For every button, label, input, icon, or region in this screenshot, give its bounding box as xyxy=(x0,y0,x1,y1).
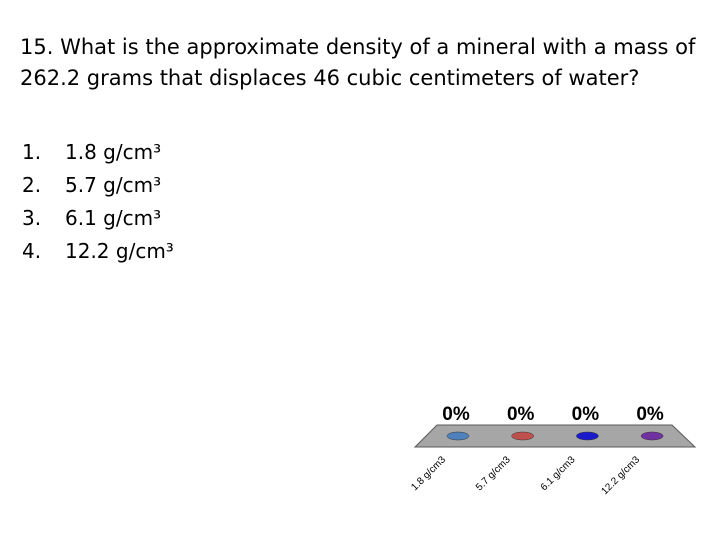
option-number: 4. xyxy=(22,239,42,263)
bar xyxy=(446,431,470,441)
chart-floor xyxy=(413,424,697,448)
option-number: 2. xyxy=(22,173,42,197)
option: 3. 6.1 g/cm³ xyxy=(22,206,161,230)
bar xyxy=(511,431,534,441)
value-label: 0% xyxy=(507,404,535,425)
option-text: 5.7 g/cm³ xyxy=(65,173,162,197)
option: 1. 1.8 g/cm³ xyxy=(22,140,161,164)
option-text: 1.8 g/cm³ xyxy=(65,140,162,164)
category-label: 1.8 g/cm3 xyxy=(409,454,448,493)
option-text: 12.2 g/cm³ xyxy=(65,239,174,263)
value-label: 0% xyxy=(442,404,470,425)
question: 15. What is the approximate density of a… xyxy=(20,35,696,90)
category-label: 12.2 g/cm3 xyxy=(599,454,642,497)
option: 2. 5.7 g/cm³ xyxy=(22,173,161,197)
option-number: 3. xyxy=(22,206,42,230)
option: 4. 12.2 g/cm³ xyxy=(22,239,174,263)
value-label: 0% xyxy=(636,404,664,425)
category-label: 5.7 g/cm3 xyxy=(474,454,513,493)
option-text: 6.1 g/cm³ xyxy=(65,206,162,230)
bar xyxy=(576,431,599,441)
option-number: 1. xyxy=(22,140,42,164)
bar xyxy=(640,431,664,441)
value-label: 0% xyxy=(572,404,600,425)
category-label: 6.1 g/cm3 xyxy=(539,454,578,493)
